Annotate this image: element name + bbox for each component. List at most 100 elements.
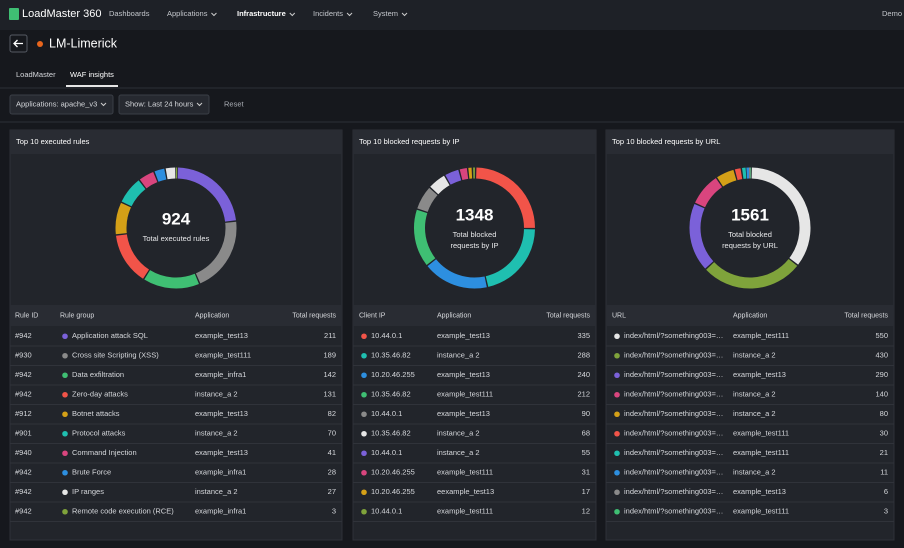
donut-segment[interactable] bbox=[115, 234, 150, 279]
legend-dot bbox=[62, 352, 68, 359]
table-cell: example_test111 bbox=[437, 390, 493, 399]
table-value: 290 bbox=[875, 370, 888, 379]
donut-segment[interactable] bbox=[427, 259, 487, 289]
legend-dot bbox=[361, 508, 367, 515]
nav-chevron bbox=[211, 12, 217, 17]
legend-dot bbox=[62, 333, 68, 340]
donut-segment[interactable] bbox=[459, 167, 469, 181]
donut-segment[interactable] bbox=[121, 180, 146, 207]
brand[interactable]: LoadMaster 360 bbox=[22, 8, 102, 20]
column-header: Client IP bbox=[359, 312, 386, 319]
legend-dot bbox=[361, 450, 367, 457]
table-cell: #912 bbox=[15, 409, 32, 418]
donut-segment[interactable] bbox=[485, 228, 535, 287]
status-dot bbox=[37, 41, 43, 47]
table-cell: example_test111 bbox=[733, 448, 789, 457]
donut-segment[interactable] bbox=[115, 202, 132, 235]
table-cell: 10.44.0.1 bbox=[371, 331, 402, 340]
filter[interactable]: Show: Last 24 hours bbox=[125, 99, 194, 108]
back-arrow bbox=[13, 39, 23, 48]
column-header: Application bbox=[733, 312, 767, 319]
donut-label: Total blocked bbox=[728, 230, 772, 239]
legend-dot bbox=[361, 489, 367, 496]
table-value: 68 bbox=[582, 429, 590, 438]
table-cell: instance_a 2 bbox=[195, 429, 238, 438]
filter-box[interactable] bbox=[118, 94, 210, 115]
navbar bbox=[0, 0, 904, 30]
donut-segment[interactable] bbox=[417, 187, 438, 213]
back-button[interactable] bbox=[9, 34, 28, 53]
donut-segment[interactable] bbox=[414, 209, 436, 265]
table-cell: index/html/?something003=… bbox=[624, 370, 723, 379]
column-header: Total requests bbox=[292, 312, 336, 319]
table-value: 211 bbox=[324, 331, 336, 340]
donut-segment[interactable] bbox=[177, 167, 237, 222]
tab[interactable]: LoadMaster bbox=[16, 70, 56, 79]
column-header: Rule ID bbox=[15, 312, 38, 319]
filter[interactable]: Applications: apache_v3 bbox=[16, 99, 97, 108]
table-value: 335 bbox=[577, 331, 590, 340]
legend-dot bbox=[62, 489, 68, 496]
table-cell: #940 bbox=[15, 448, 32, 457]
table-value: 212 bbox=[577, 390, 590, 399]
nav-item[interactable]: System bbox=[373, 9, 398, 18]
table-value: 55 bbox=[582, 448, 590, 457]
table-cell: 10.44.0.1 bbox=[371, 507, 402, 516]
table-value: 3 bbox=[332, 507, 336, 516]
table-cell: #942 bbox=[15, 370, 32, 379]
nav-chevron bbox=[401, 12, 408, 17]
table-value: 80 bbox=[880, 409, 888, 418]
donut-segment[interactable] bbox=[445, 169, 462, 185]
nav-item[interactable]: Incidents bbox=[313, 9, 343, 18]
table-cell: index/html/?something003=… bbox=[624, 487, 723, 496]
reset-button[interactable]: Reset bbox=[224, 99, 245, 108]
donut-segment[interactable] bbox=[430, 175, 450, 195]
table-cell: #942 bbox=[15, 468, 32, 477]
donut-segment[interactable] bbox=[695, 178, 723, 208]
legend-dot bbox=[361, 352, 367, 359]
table-cell: index/html/?something003=… bbox=[624, 507, 723, 516]
legend-dot bbox=[361, 411, 367, 418]
table-cell: #942 bbox=[15, 507, 32, 516]
donut-segment[interactable] bbox=[139, 171, 158, 189]
table-cell: example_test111 bbox=[195, 351, 251, 360]
legend-dot bbox=[62, 391, 68, 398]
nav-item[interactable]: Applications bbox=[167, 9, 208, 18]
donut-segment[interactable] bbox=[154, 168, 167, 182]
table-cell: example_test13 bbox=[195, 331, 248, 340]
donut-label: Total executed rules bbox=[143, 234, 210, 243]
legend-dot bbox=[614, 508, 620, 515]
table-cell: example_infra1 bbox=[195, 468, 246, 477]
table-cell: 10.20.46.255 bbox=[371, 468, 415, 477]
nav-item[interactable]: Dashboards bbox=[109, 9, 150, 18]
table-value: 17 bbox=[582, 487, 590, 496]
column-header: Application bbox=[195, 312, 229, 319]
table-cell: 10.20.46.255 bbox=[371, 370, 415, 379]
filter-box[interactable] bbox=[9, 94, 114, 115]
table-cell: instance_a 2 bbox=[437, 429, 480, 438]
nav-item[interactable]: Infrastructure bbox=[237, 9, 286, 18]
donut-segment[interactable] bbox=[734, 168, 743, 181]
donut-segment[interactable] bbox=[689, 204, 714, 269]
donut-segment[interactable] bbox=[706, 258, 798, 289]
tab-active[interactable]: WAF insights bbox=[70, 70, 114, 79]
user-menu[interactable]: Demo bbox=[882, 9, 902, 18]
donut-segment[interactable] bbox=[144, 270, 199, 289]
donut-segment[interactable] bbox=[475, 167, 535, 229]
donut-segment[interactable] bbox=[195, 221, 237, 284]
donut-segment[interactable] bbox=[717, 169, 737, 187]
table-value: 189 bbox=[323, 351, 336, 360]
donut-segment[interactable] bbox=[751, 167, 811, 265]
tab-underline bbox=[66, 85, 118, 87]
table-value: 240 bbox=[577, 370, 590, 379]
table-cell: index/html/?something003=… bbox=[624, 468, 723, 477]
donut-segment[interactable] bbox=[165, 167, 176, 180]
legend-dot bbox=[614, 352, 620, 359]
legend-dot bbox=[614, 489, 620, 496]
panel-header bbox=[10, 130, 342, 154]
table-cell: #942 bbox=[15, 331, 32, 340]
legend-dot bbox=[614, 469, 620, 476]
table-header bbox=[10, 305, 342, 326]
table-value: 21 bbox=[880, 448, 888, 457]
